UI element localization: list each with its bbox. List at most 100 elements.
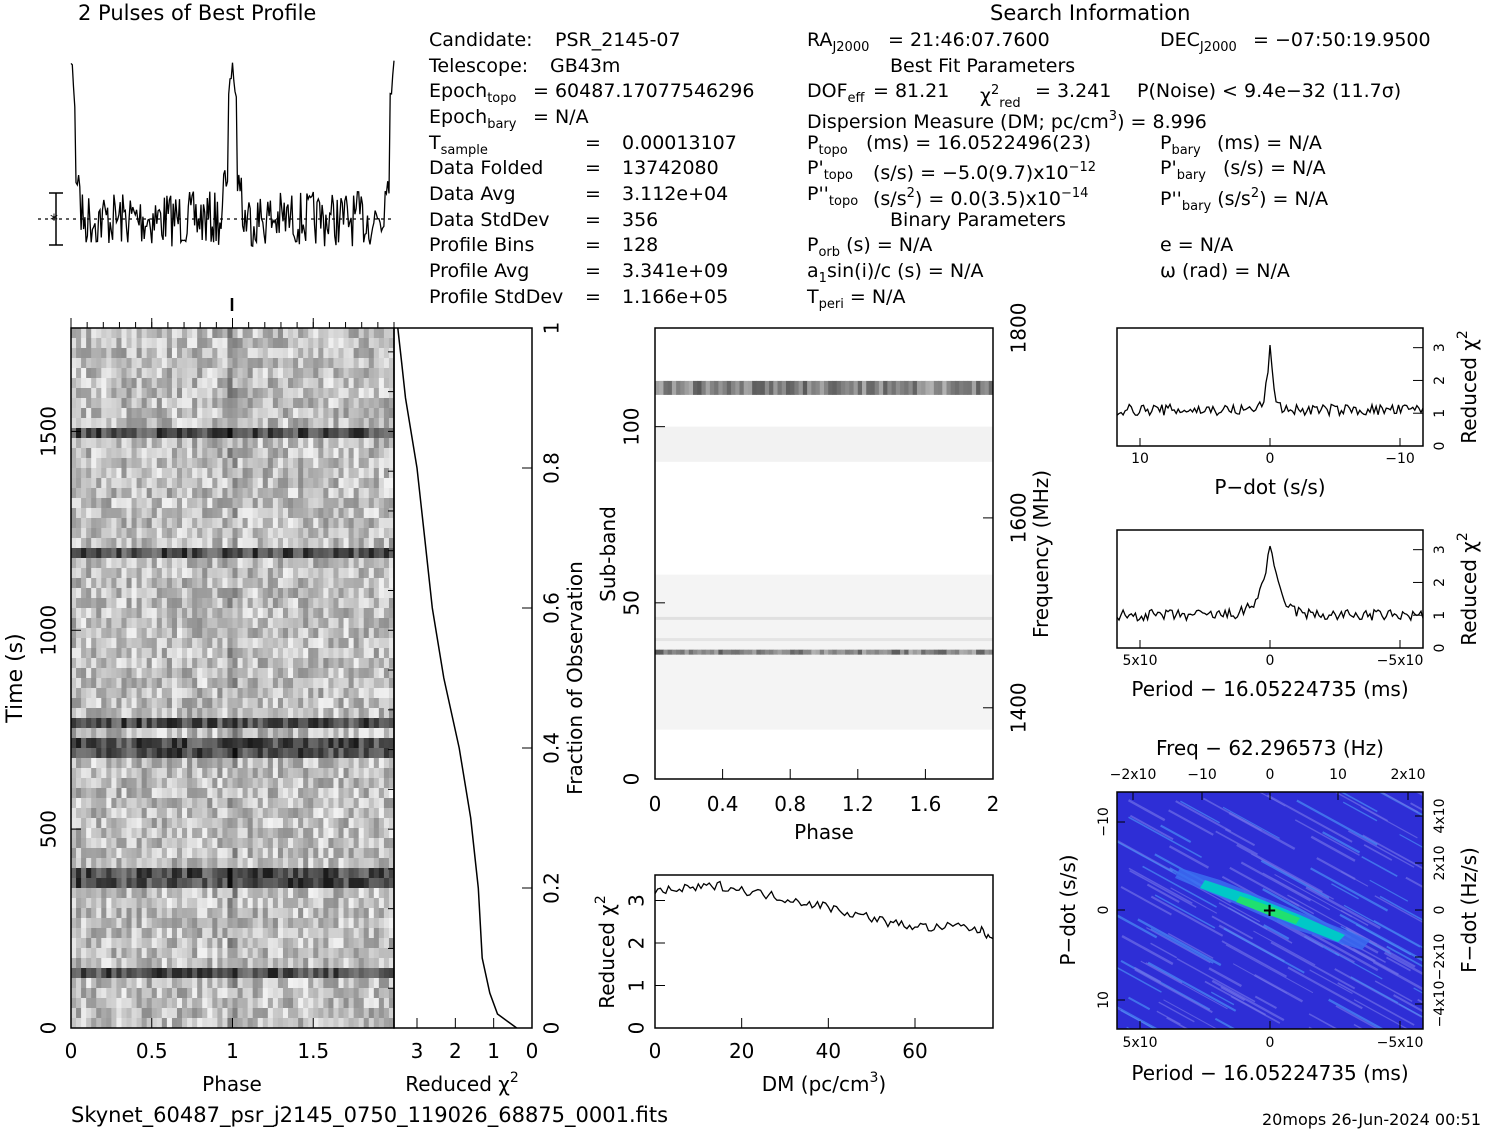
time-phase-cell	[146, 898, 153, 909]
time-phase-cell	[111, 348, 117, 359]
time-phase-cell	[76, 538, 82, 549]
time-phase-xlabel: Phase	[202, 1072, 262, 1096]
time-phase-cell	[318, 938, 324, 949]
time-phase-cell	[106, 728, 112, 739]
time-phase-cell	[242, 738, 249, 749]
time-phase-cell	[217, 698, 223, 709]
time-phase-cell	[383, 948, 390, 959]
time-phase-cell	[262, 788, 269, 799]
time-phase-cell	[237, 788, 243, 799]
time-phase-cell	[197, 678, 203, 689]
time-phase-cell	[166, 548, 173, 559]
time-phase-cell	[96, 478, 102, 489]
time-phase-cell	[323, 598, 329, 609]
time-phase-cell	[318, 508, 324, 519]
time-phase-cell	[192, 538, 198, 549]
time-phase-cell	[282, 658, 289, 669]
time-phase-cell	[343, 608, 349, 619]
time-phase-cell	[267, 888, 274, 899]
time-phase-cell	[161, 818, 168, 829]
time-phase-cell	[76, 878, 82, 889]
time-phase-cell	[197, 478, 203, 489]
time-phase-cell	[182, 868, 188, 879]
time-phase-cell	[106, 748, 112, 759]
time-phase-cell	[217, 978, 223, 989]
time-phase-cell	[76, 888, 82, 899]
time-phase-cell	[141, 518, 148, 529]
time-phase-cell	[121, 618, 127, 629]
time-phase-cell	[187, 568, 193, 579]
time-phase-cell	[176, 958, 183, 969]
time-phase-cell	[363, 638, 370, 649]
time-phase-cell	[252, 778, 259, 789]
time-phase-cell	[313, 418, 319, 429]
time-phase-cell	[192, 638, 198, 649]
time-phase-cell	[222, 438, 228, 449]
time-phase-cell	[373, 878, 380, 889]
time-phase-cell	[141, 948, 148, 959]
time-phase-cell	[197, 758, 203, 769]
time-phase-cell	[383, 378, 390, 389]
time-phase-cell	[282, 898, 289, 909]
epoch-bary-label: Epochbary	[429, 106, 517, 132]
time-phase-cell	[348, 498, 355, 509]
time-phase-cell	[353, 458, 360, 469]
time-phase-cell	[146, 588, 153, 599]
time-phase-cell	[358, 788, 365, 799]
time-phase-cell	[262, 498, 269, 509]
time-phase-cell	[222, 678, 228, 689]
time-phase-cell	[237, 448, 243, 459]
time-phase-cell	[156, 848, 163, 859]
time-phase-cell	[232, 908, 238, 919]
time-phase-cell	[116, 948, 122, 959]
time-phase-cell	[293, 608, 299, 619]
time-phase-cell	[348, 558, 355, 569]
time-phase-cell	[212, 818, 218, 829]
time-phase-cell	[86, 378, 92, 389]
time-phase-cell	[288, 528, 294, 539]
time-phase-cell	[328, 898, 334, 909]
time-phase-cell	[156, 758, 163, 769]
time-phase-cell	[136, 568, 143, 579]
time-phase-cell	[358, 678, 365, 689]
time-phase-cell	[257, 768, 264, 779]
time-phase-cell	[348, 788, 355, 799]
time-phase-cell	[328, 858, 334, 869]
time-phase-cell	[378, 978, 385, 989]
time-phase-cell	[282, 748, 289, 759]
time-phase-cell	[282, 818, 289, 829]
profile-bins-label: Profile Bins	[429, 234, 535, 256]
time-phase-cell	[267, 568, 274, 579]
time-phase-cell	[126, 1008, 132, 1019]
time-phase-cell	[323, 438, 329, 449]
time-phase-cell	[303, 858, 309, 869]
time-phase-cell	[156, 908, 163, 919]
time-phase-cell	[373, 498, 380, 509]
time-phase-cell	[111, 468, 117, 479]
time-phase-cell	[267, 908, 274, 919]
time-phase-cell	[323, 408, 329, 419]
time-phase-cell	[176, 868, 183, 879]
time-phase-cell	[212, 728, 218, 739]
time-phase-cell	[171, 828, 178, 839]
time-phase-cell	[343, 788, 349, 799]
time-phase-cell	[232, 778, 238, 789]
time-phase-cell	[247, 428, 254, 439]
time-phase-cell	[328, 928, 334, 939]
time-phase-cell	[101, 488, 107, 499]
time-phase-cell	[308, 448, 314, 459]
time-phase-cell	[247, 718, 254, 729]
time-phase-cell	[106, 798, 112, 809]
time-phase-cell	[171, 888, 178, 899]
time-phase-cell	[262, 468, 269, 479]
time-phase-cell	[207, 728, 213, 739]
time-phase-cell	[247, 568, 254, 579]
time-phase-cell	[298, 368, 304, 379]
time-phase-cell	[363, 888, 370, 899]
time-phase-cell	[151, 588, 158, 599]
time-phase-cell	[313, 968, 319, 979]
time-phase-cell	[333, 1018, 339, 1029]
time-phase-cell	[146, 748, 153, 759]
time-phase-cell	[136, 528, 143, 539]
time-phase-cell	[86, 398, 92, 409]
